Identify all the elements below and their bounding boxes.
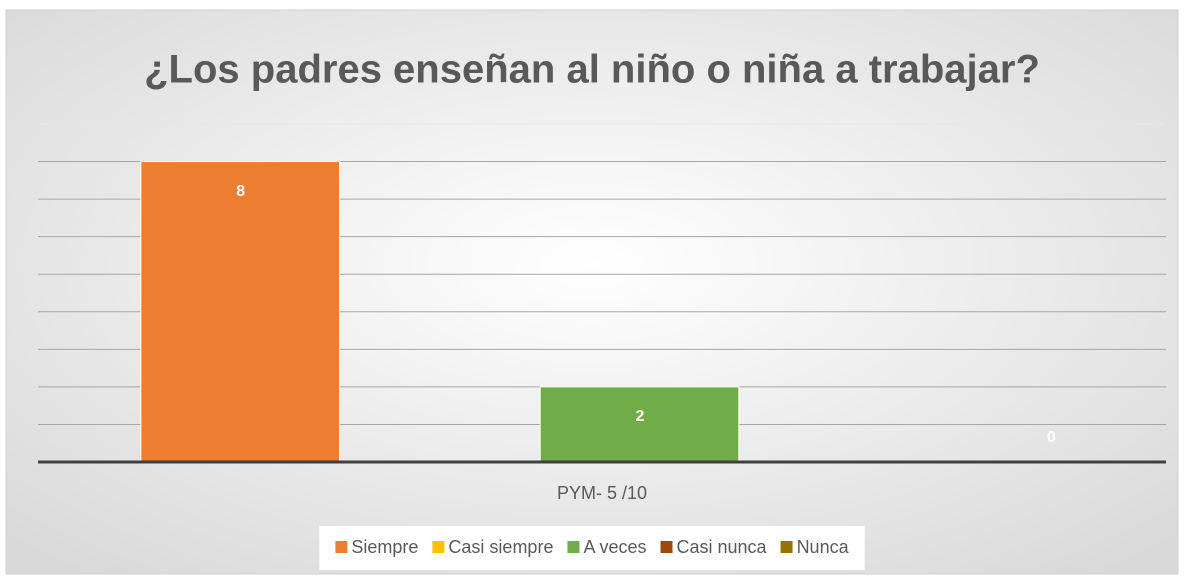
bar <box>539 386 740 463</box>
x-tick-label: PYM- 5 /10 <box>557 483 647 503</box>
legend-box <box>319 526 865 570</box>
legend-swatch <box>335 541 348 553</box>
bar <box>140 161 341 463</box>
data-label: 2 <box>636 408 645 425</box>
legend-label: A veces <box>583 537 646 557</box>
legend-label: Casi nunca <box>677 537 768 557</box>
data-label: 0 <box>1047 429 1056 446</box>
legend-swatch <box>567 541 580 553</box>
chart-title: ¿Los padres enseñan al niño o niña a tra… <box>144 48 1040 92</box>
legend-label: Siempre <box>351 537 418 557</box>
legend-swatch <box>780 541 793 553</box>
data-label: 8 <box>236 183 245 200</box>
legend-swatch <box>660 541 673 553</box>
legend: Siempre Casi siempre A veces Casi nunca Nunc… <box>319 526 865 570</box>
legend-swatch <box>432 541 445 553</box>
legend-label: Casi siempre <box>448 537 553 557</box>
legend-label: Nunca <box>797 537 850 557</box>
